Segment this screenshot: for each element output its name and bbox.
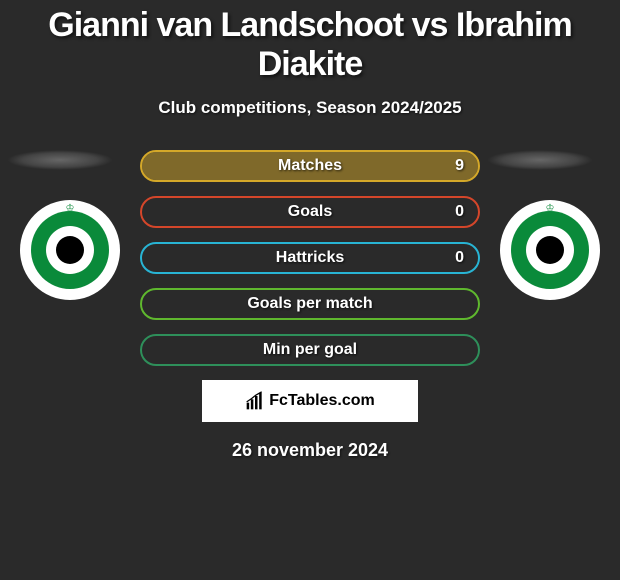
brand-text: FcTables.com: [269, 392, 375, 410]
stat-bar: Goals per match: [140, 288, 480, 320]
stat-bar: Matches 9: [140, 150, 480, 182]
main-area: ♔ ♔ Matches 9 Goals 0 Hattricks 0 Goals per ma…: [0, 150, 620, 461]
stat-label: Hattricks: [276, 249, 344, 267]
stat-label: Goals: [288, 203, 332, 221]
page-subtitle: Club competitions, Season 2024/2025: [0, 98, 620, 118]
stat-label: Min per goal: [263, 341, 357, 359]
date-label: 26 november 2024: [0, 440, 620, 461]
stat-label: Goals per match: [247, 295, 372, 313]
club-logo-left: ♔: [20, 200, 120, 300]
stat-value: 9: [455, 157, 464, 175]
stat-bar: Hattricks 0: [140, 242, 480, 274]
stat-bar: Goals 0: [140, 196, 480, 228]
crown-icon: ♔: [546, 203, 555, 214]
player-shadow-left: [7, 150, 113, 170]
player-shadow-right: [487, 150, 593, 170]
chart-icon: [245, 391, 265, 411]
stat-bar: Min per goal: [140, 334, 480, 366]
stats-bars: Matches 9 Goals 0 Hattricks 0 Goals per match M…: [140, 150, 480, 366]
crown-icon: ♔: [66, 203, 75, 214]
stat-value: 0: [455, 249, 464, 267]
page-title: Gianni van Landschoot vs Ibrahim Diakite: [0, 0, 620, 84]
brand-footer: FcTables.com: [202, 380, 418, 422]
stat-value: 0: [455, 203, 464, 221]
club-logo-right: ♔: [500, 200, 600, 300]
stat-label: Matches: [278, 157, 342, 175]
